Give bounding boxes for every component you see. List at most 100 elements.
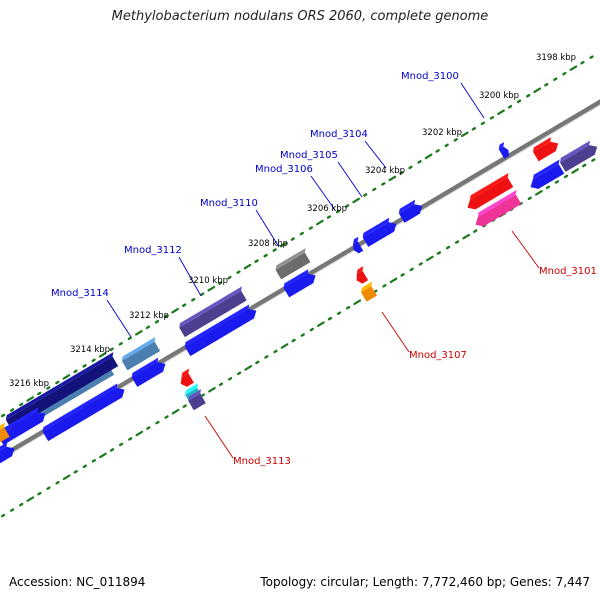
gene-arrow-body (356, 270, 369, 284)
minor-tick (0, 513, 6, 518)
scale-label: 3216 kbp (9, 379, 49, 389)
gene-arrow (188, 389, 206, 411)
gene-arrow-top-face (179, 286, 242, 328)
major-tick (388, 175, 397, 182)
gene-arrow-top-face (361, 281, 373, 293)
minor-tick (263, 253, 268, 258)
minor-tick (562, 71, 567, 76)
minor-tick (55, 480, 60, 485)
gene-arrow (180, 368, 194, 387)
gene-arrow (530, 159, 565, 189)
leader-line (204, 415, 234, 459)
gene-arrow-top-face (353, 236, 359, 244)
gene-arrow-body (283, 273, 316, 298)
minor-tick (409, 267, 414, 272)
gene-arrow-top-face (5, 352, 114, 420)
gene-arrow (533, 137, 559, 162)
gene-arrow-body (0, 427, 10, 445)
gene-label-plus: Mnod_3106 (255, 164, 313, 175)
gene-arrow-top-face (121, 337, 156, 361)
major-tick (279, 241, 288, 248)
leader-line (460, 82, 485, 119)
scale-label: 3198 kbp (536, 53, 576, 63)
gene-arrow-body (275, 252, 311, 280)
accession-label: Accession: NC_011894 (9, 575, 146, 589)
minor-tick (454, 240, 460, 244)
major-tick (135, 330, 143, 336)
major-tick (280, 343, 289, 349)
minor-tick (227, 377, 233, 381)
minor-tick (563, 174, 569, 179)
gene-arrow (283, 269, 316, 298)
gene-arrow (179, 286, 247, 338)
minor-tick (453, 138, 458, 142)
minor-tick (291, 338, 296, 343)
gene-arrow-body (179, 290, 247, 338)
gene-arrow-top-face (283, 269, 309, 288)
minor-tick (82, 464, 87, 469)
minor-tick (471, 127, 476, 131)
minor-tick (264, 355, 269, 359)
gene-arrow-top-face (559, 140, 591, 163)
minor-tick (254, 259, 259, 263)
minor-tick (335, 209, 341, 214)
minor-tick (10, 508, 15, 512)
scale-label: 3210 kbp (188, 276, 228, 286)
major-tick (424, 153, 433, 160)
gene-arrow-body (559, 145, 598, 172)
gene-arrow-top-face (398, 199, 416, 214)
label-leader-lines (106, 82, 540, 459)
leader-line (178, 256, 202, 297)
minor-tick (55, 380, 60, 385)
gene-arrow-top-face (498, 142, 505, 150)
major-tick (316, 219, 324, 226)
minor-tick (381, 182, 386, 186)
minor-tick (507, 104, 513, 109)
gene-arrow-top-face (275, 248, 306, 270)
minor-tick (73, 470, 78, 474)
gene-arrow-body (398, 204, 423, 223)
minor-tick (435, 149, 440, 153)
leader-line (337, 161, 363, 198)
outer-scale-ruler (0, 55, 594, 418)
gene-arrow-top-face (0, 442, 8, 455)
minor-tick (363, 193, 368, 197)
leader-line (310, 175, 336, 211)
gene-label-minus: Mnod_3107 (409, 350, 467, 361)
minor-tick (326, 215, 332, 219)
minor-tick (489, 116, 495, 120)
major-tick (171, 408, 180, 415)
gene-arrow-top-face (469, 172, 509, 200)
minor-tick (591, 158, 596, 162)
gene-label-minus: Mnod_3101 (539, 266, 597, 277)
gene-arrow-top-face (131, 357, 159, 378)
gene-arrow-body (361, 286, 377, 302)
major-tick (135, 430, 144, 437)
minor-tick (516, 99, 522, 104)
major-tick (26, 496, 35, 502)
major-tick (317, 321, 325, 327)
major-tick (462, 233, 471, 240)
minor-tick (418, 262, 423, 266)
gene-arrow-body (467, 177, 514, 210)
minor-tick (91, 358, 96, 363)
major-tick (389, 277, 398, 284)
minor-tick (273, 349, 278, 354)
gene-arrow-body (0, 412, 46, 445)
minor-tick (589, 55, 594, 59)
gene-arrow-body (353, 241, 364, 254)
minor-tick (382, 284, 387, 288)
gene-arrow-top-face (181, 368, 190, 378)
scale-label: 3206 kbp (307, 204, 347, 214)
minor-tick (91, 459, 97, 463)
gene-arrow (362, 217, 397, 247)
gene-arrow-top-face (185, 383, 199, 395)
minor-tick (109, 347, 114, 352)
minor-tick (154, 319, 160, 324)
gene-arrow-body (184, 308, 257, 357)
gene-label-minus: Mnod_3113 (233, 456, 291, 467)
minor-tick (155, 420, 160, 425)
minor-tick (554, 180, 560, 184)
gene-arrow-body (530, 164, 565, 189)
